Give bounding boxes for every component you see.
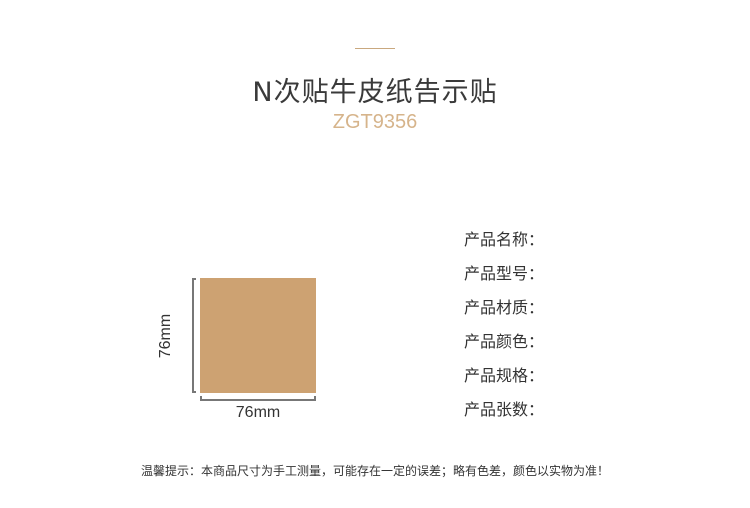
page-title: N次贴牛皮纸告示贴 [252,77,498,108]
spec-color: 产品颜色： [464,332,545,351]
spec-count: 产品张数： [464,400,545,419]
spec-size: 产品规格： [464,366,545,385]
width-label: 76mm [235,404,281,421]
spec-name: 产品名称： [464,230,545,249]
product-swatch [200,278,316,393]
spec-model: 产品型号： [464,264,545,283]
height-bracket [192,278,196,393]
footer-note: 温馨提示：本商品尺寸为手工测量，可能存在一定的误差；略有色差，颜色以实物为准！ [140,464,609,478]
height-label: 76mm [157,313,174,359]
width-bracket [200,396,316,401]
model-number: ZGT9356 [332,111,418,133]
divider-line [355,48,395,49]
spec-list: 产品名称： 产品型号： 产品材质： 产品颜色： 产品规格： 产品张数： [464,229,544,433]
spec-material: 产品材质： [464,298,545,317]
